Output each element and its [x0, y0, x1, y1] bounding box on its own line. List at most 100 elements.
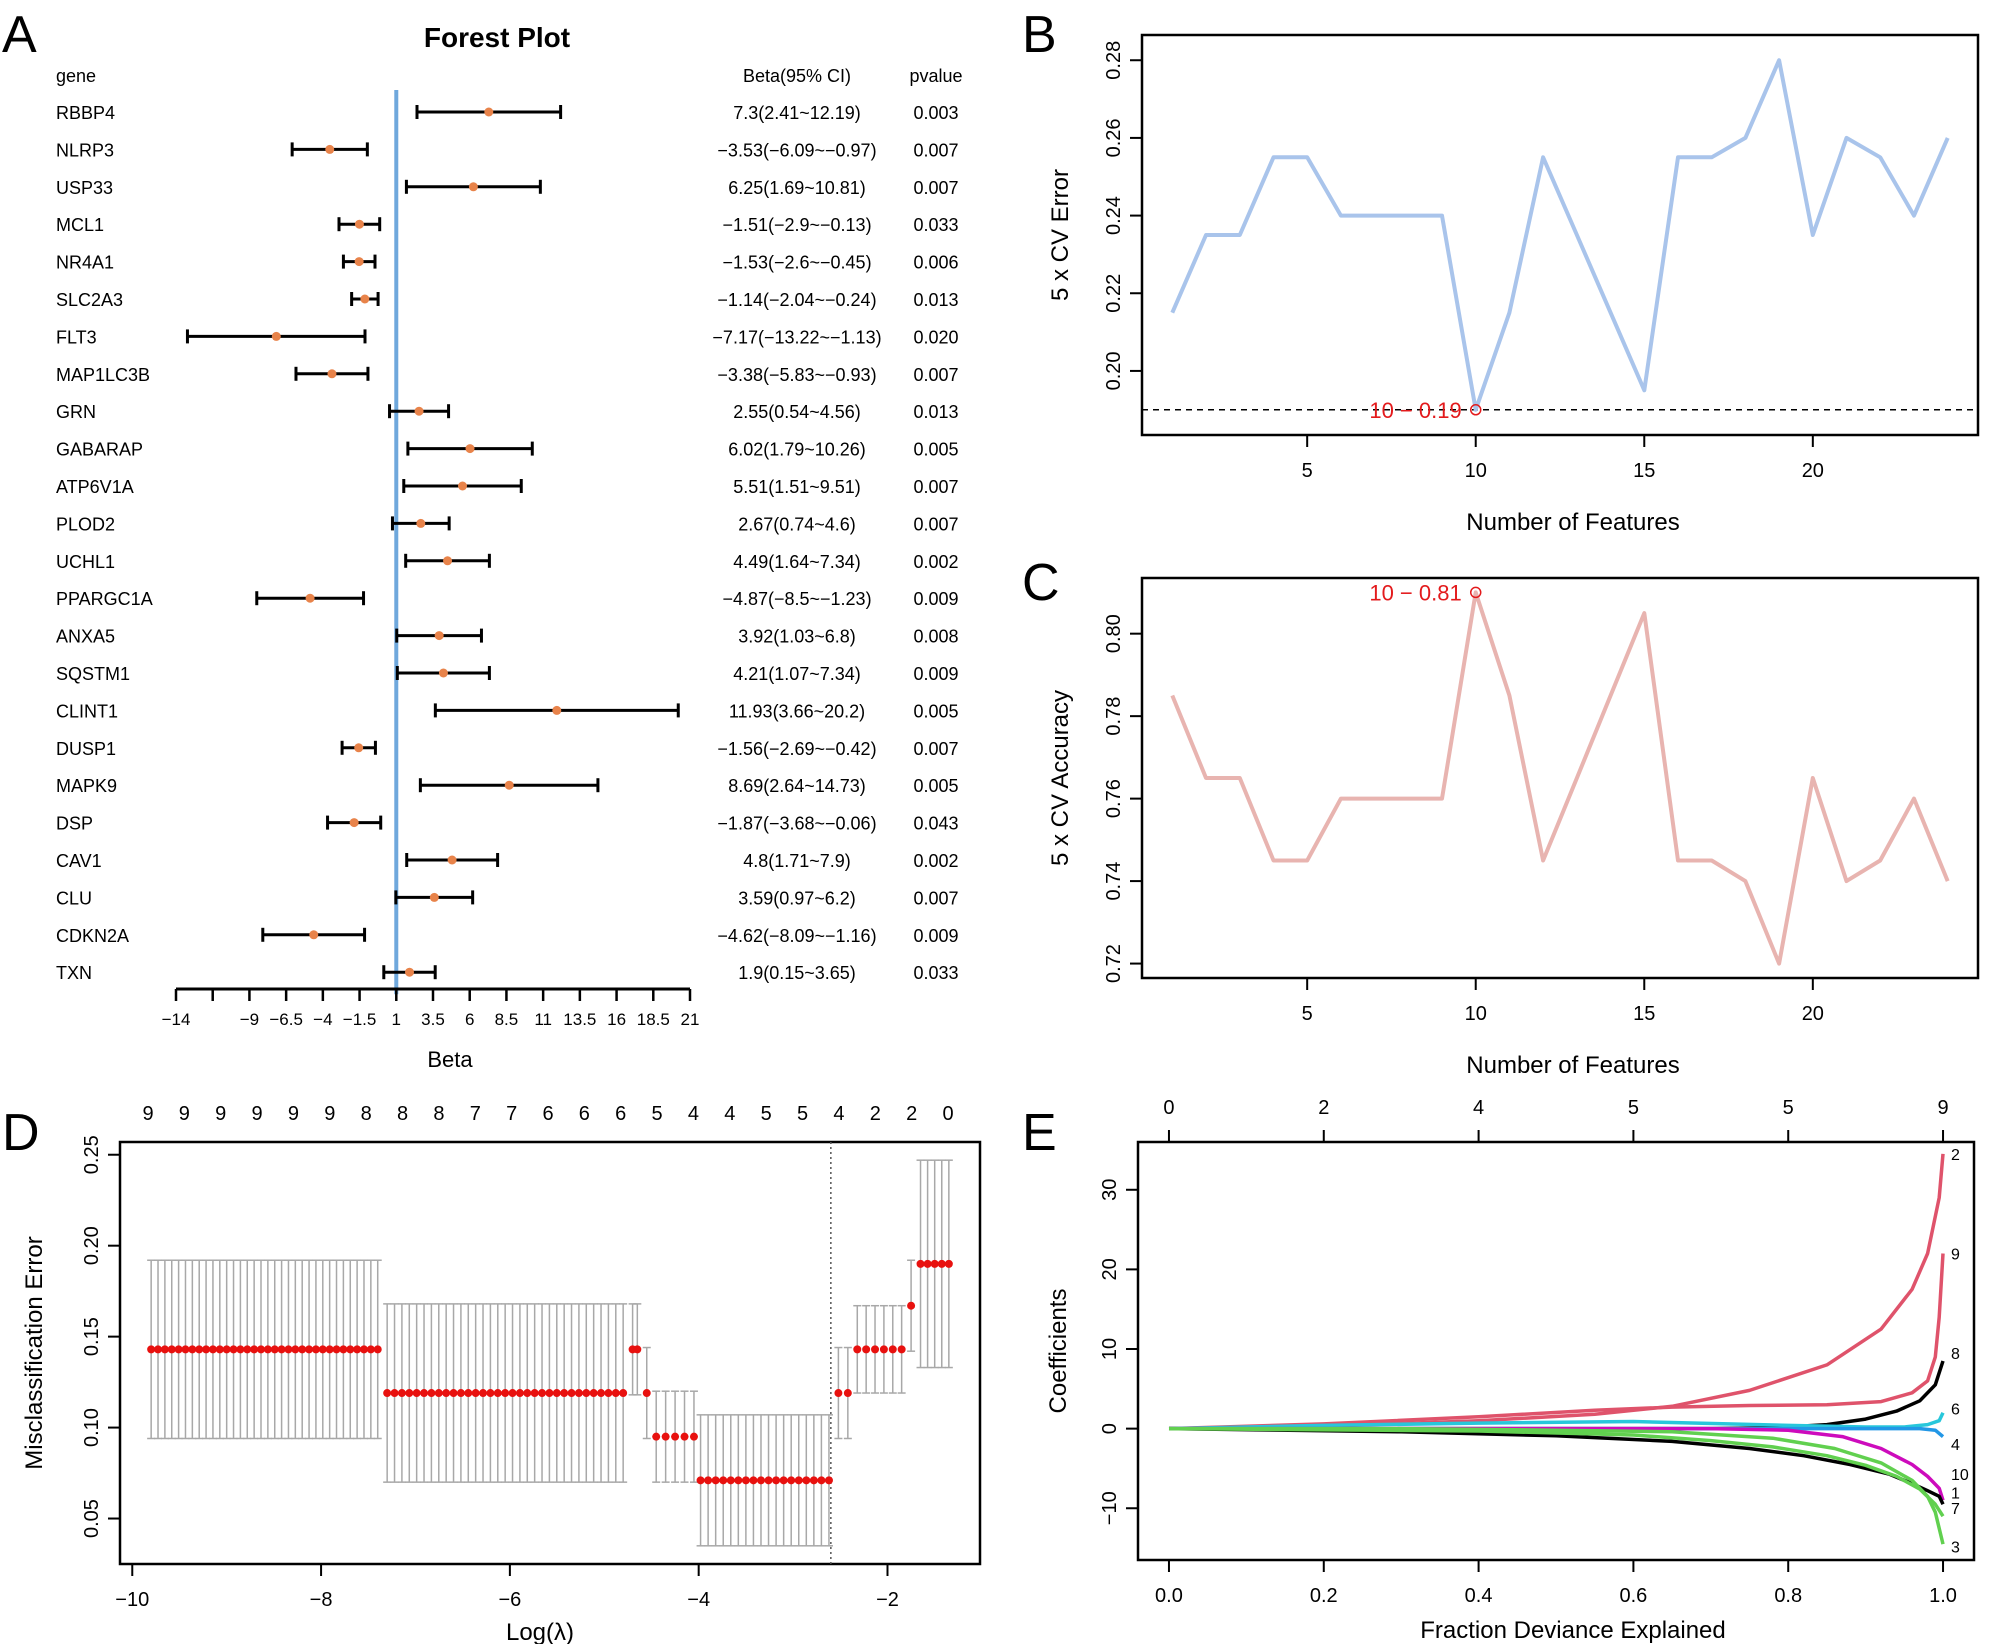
pvalue-value: 0.009 — [913, 926, 958, 946]
coefficient-path — [1169, 1426, 1945, 1501]
lasso-cv-y-axis-title: Misclassification Error — [21, 1236, 48, 1469]
cv-error-point — [222, 1345, 231, 1354]
cv-error-point — [930, 1259, 939, 1268]
gene-label: GRN — [56, 402, 96, 422]
cv-error-point — [456, 1389, 465, 1398]
cv-error-point — [661, 1432, 670, 1441]
cv-error-point — [346, 1345, 355, 1354]
top-axis-nonzero-count: 7 — [470, 1103, 481, 1125]
beta-point — [458, 481, 468, 491]
beta-point — [416, 518, 426, 528]
cv-error-plot-frame — [1140, 33, 1980, 437]
cv-error-point — [208, 1345, 217, 1354]
path-end-label: 3 — [1951, 1539, 1960, 1556]
cv-error-point — [741, 1476, 750, 1485]
beta-ci-value: −7.17(−13.22~−1.13) — [712, 327, 881, 347]
lasso-path-panel: 0.0 0.2 0.4 0.6 0.8 1.0 −10 0 10 20 30 0 2 4 5 5 9 2 9 8 6 4 1… — [1045, 1097, 1976, 1644]
cv-error-point — [318, 1345, 327, 1354]
beta-ci-value: −1.51(−2.9~−0.13) — [722, 215, 871, 235]
best-point-marker — [1469, 404, 1482, 416]
cv-error-point — [479, 1389, 488, 1398]
top-axis-nonzero-count: 7 — [506, 1103, 517, 1125]
cv-error-point — [427, 1389, 436, 1398]
cv-error-point — [188, 1345, 197, 1354]
beta-point — [309, 930, 319, 940]
beta-point — [354, 219, 364, 229]
x-tick-label: 0.8 — [1774, 1585, 1802, 1607]
path-end-label: 10 — [1951, 1467, 1969, 1484]
gene-label: TXN — [56, 963, 92, 983]
cv-error-point — [907, 1301, 916, 1310]
y-tick-label: 0.15 — [81, 1317, 103, 1356]
cv-error-point — [689, 1432, 698, 1441]
cv-error-point — [501, 1389, 510, 1398]
cv-error-point — [879, 1345, 888, 1354]
coefficient-path — [1168, 1153, 1945, 1431]
cv-error-point — [383, 1389, 392, 1398]
top-axis-nonzero-count: 5 — [652, 1103, 663, 1125]
pvalue-value: 0.005 — [913, 440, 958, 460]
cv-error-point — [434, 1389, 443, 1398]
top-axis-nonzero-count: 0 — [942, 1103, 953, 1125]
y-tick-label: 0.20 — [81, 1226, 103, 1265]
pvalue-value: 0.033 — [913, 963, 958, 983]
x-tick-label: 0.4 — [1465, 1585, 1493, 1607]
top-axis-nonzero-count: 2 — [906, 1103, 917, 1125]
gene-label: MCL1 — [56, 215, 104, 235]
pvalue-value: 0.007 — [913, 477, 958, 497]
cv-error-point — [277, 1345, 286, 1354]
path-end-label: 7 — [1951, 1501, 1960, 1518]
forest-x-tick-label: 18.5 — [637, 1010, 670, 1029]
gene-label: UCHL1 — [56, 552, 115, 572]
cv-error-point — [604, 1389, 613, 1398]
top-axis-label: 4 — [1473, 1097, 1484, 1119]
gene-label: MAP1LC3B — [56, 365, 150, 385]
x-tick-label: −6 — [498, 1589, 521, 1611]
beta-point — [360, 294, 370, 304]
y-tick-label: 0.20 — [1103, 351, 1125, 390]
x-tick-label: 5 — [1302, 460, 1313, 482]
beta-ci-value: −3.53(−6.09~−0.97) — [717, 140, 876, 160]
x-tick-label: 10 — [1465, 1003, 1487, 1025]
pvalue-value: 0.009 — [913, 589, 958, 609]
forest-x-tick-label: 21 — [681, 1010, 700, 1029]
best-point-label: 10 − 0.19 — [1369, 398, 1461, 423]
pvalue-column-header: pvalue — [909, 66, 962, 86]
panel-letter-d: D — [2, 1104, 40, 1162]
cv-error-point — [779, 1476, 788, 1485]
beta-point — [504, 780, 514, 790]
cv-error-point — [680, 1432, 689, 1441]
cv-error-point — [552, 1389, 561, 1398]
cv-error-point — [704, 1476, 713, 1485]
pvalue-value: 0.007 — [913, 178, 958, 198]
cv-error-point — [229, 1345, 238, 1354]
cv-error-y-axis-title: 5 x CV Error — [1047, 169, 1074, 301]
beta-column-header: Beta(95% CI) — [743, 66, 851, 86]
lasso-cv-x-axis-title: Log(λ) — [506, 1619, 574, 1644]
gene-label: RBBP4 — [56, 103, 115, 123]
forest-x-tick-label: 6 — [465, 1010, 474, 1029]
top-axis-nonzero-count: 8 — [397, 1103, 408, 1125]
beta-ci-value: 4.8(1.71~7.9) — [743, 851, 851, 871]
gene-column-header: gene — [56, 66, 96, 86]
gene-label: PPARGC1A — [56, 589, 153, 609]
gene-label: CLU — [56, 888, 92, 908]
pvalue-value: 0.002 — [913, 851, 958, 871]
top-axis-nonzero-count: 4 — [688, 1103, 699, 1125]
cv-error-point — [696, 1476, 705, 1485]
cv-error-point — [366, 1345, 375, 1354]
beta-point — [484, 107, 494, 117]
cv-error-point — [523, 1389, 532, 1398]
forest-x-tick-label: −4 — [313, 1010, 332, 1029]
beta-point — [405, 967, 415, 977]
cv-error-point — [589, 1389, 598, 1398]
forest-x-axis-title: Beta — [427, 1047, 473, 1072]
cv-error-point — [405, 1389, 414, 1398]
cv-error-point — [817, 1476, 826, 1485]
path-end-label: 4 — [1951, 1437, 1960, 1454]
cv-error-point — [897, 1345, 906, 1354]
gene-label: DSP — [56, 814, 93, 834]
beta-ci-value: 7.3(2.41~12.19) — [733, 103, 861, 123]
cv-error-point — [567, 1389, 576, 1398]
x-tick-label: 0.2 — [1310, 1585, 1338, 1607]
